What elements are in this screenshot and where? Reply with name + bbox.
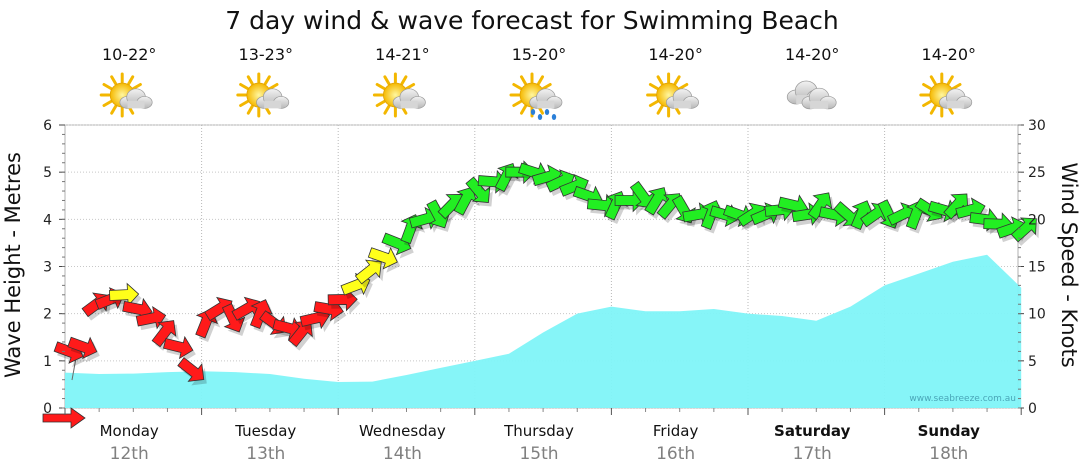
wind-arrow (453, 186, 478, 216)
right-tick-label: 30 (1028, 118, 1046, 134)
cloud-shape (256, 88, 290, 109)
wind-arrow (629, 180, 655, 209)
wind-arrow (354, 259, 382, 285)
day-date-label: 12th (110, 444, 149, 464)
wind-arrow (943, 193, 969, 220)
cloud-shape (665, 88, 699, 109)
watermark: www.seabreeze.com.au (909, 394, 1016, 404)
partly-cloudy-icon (99, 72, 153, 118)
day-labels-layer: Monday 12th Tuesday 13th Wednesday 14th Thursd… (100, 422, 981, 464)
cloud-shape (529, 88, 563, 109)
wind-start-arrow (42, 407, 86, 429)
day-name-label: Wednesday (359, 422, 446, 440)
day-date-label: 17th (793, 444, 832, 464)
cloud-shape (801, 87, 837, 110)
day-name-label: Tuesday (234, 422, 296, 440)
wind-arrow (1010, 217, 1037, 243)
chart-title: 7 day wind & wave forecast for Swimming … (225, 6, 839, 35)
right-tick-label: 20 (1028, 212, 1046, 228)
wind-arrow (151, 320, 177, 348)
cloud-shape (939, 88, 973, 109)
day-date-label: 13th (246, 444, 285, 464)
partly-cloudy-icon (646, 72, 699, 118)
day-name-label: Sunday (918, 422, 981, 440)
right-tick-label: 15 (1028, 260, 1046, 276)
wind-arrow (850, 200, 874, 230)
wind-arrow (288, 320, 313, 348)
wave-start-marker (71, 357, 77, 381)
left-tick-label: 1 (43, 354, 52, 370)
day-name-label: Friday (653, 422, 699, 440)
day-date-label: 14th (383, 444, 422, 464)
cloud-shape (392, 88, 426, 109)
day-date-label: 16th (656, 444, 695, 464)
wind-arrow (807, 192, 833, 221)
partly-cloudy-icon (372, 72, 426, 118)
wind-arrow (177, 357, 205, 382)
left-axis-title: Wave Height - Metres (1, 152, 25, 378)
right-axis-title: Wind Speed - Knots (1057, 162, 1080, 367)
cloud-shape (119, 88, 153, 109)
wave-height-area (65, 254, 1022, 408)
day-temperature-label: 14-20° (922, 45, 977, 64)
right-tick-label: 5 (1028, 354, 1037, 370)
wind-arrow (249, 299, 273, 330)
left-tick-label: 3 (43, 260, 52, 276)
left-tick-label: 0 (43, 401, 52, 417)
right-tick-label: 0 (1028, 401, 1037, 417)
right-tick-label: 25 (1028, 165, 1046, 181)
wind-arrow (67, 336, 98, 360)
day-name-label: Monday (100, 422, 159, 440)
wind-arrow (221, 303, 246, 333)
day-name-label: Saturday (774, 422, 851, 440)
wind-arrow (108, 282, 140, 307)
day-date-label: 18th (929, 444, 968, 464)
day-temperature-label: 13-23° (239, 45, 294, 64)
day-temperature-label: 15-20° (512, 45, 567, 64)
wave-height-area-layer (65, 254, 1022, 408)
partly-cloudy-icon (919, 72, 973, 118)
day-temperature-label: 14-21° (375, 45, 430, 64)
day-temperature-label: 14-20° (648, 45, 703, 64)
left-tick-label: 5 (43, 165, 52, 181)
wind-arrow (163, 335, 194, 360)
left-tick-label: 6 (43, 118, 52, 134)
wind-arrows-layer (42, 160, 1040, 429)
axes-layer: 0 1 2 3 4 5 6 0 5 10 15 20 25 30 (43, 118, 1046, 417)
partly-cloudy-icon (236, 72, 290, 118)
day-temperature-label: 14-20° (785, 45, 840, 64)
left-tick-label: 4 (43, 212, 52, 228)
wind-arrow (465, 176, 491, 203)
left-tick-label: 2 (43, 307, 52, 323)
day-temperature-label: 10-22° (102, 45, 157, 64)
day-date-label: 15th (519, 444, 558, 464)
day-name-label: Thursday (503, 422, 574, 440)
cloudy-icon (786, 80, 837, 110)
wind-arrow (367, 246, 398, 270)
rain-showers-icon (509, 72, 563, 120)
weather-icons-layer: 10-22° 13-23° 14-21° 15-20° 14-20° 14-20° 14-2… (99, 45, 977, 120)
right-tick-label: 10 (1028, 307, 1046, 323)
